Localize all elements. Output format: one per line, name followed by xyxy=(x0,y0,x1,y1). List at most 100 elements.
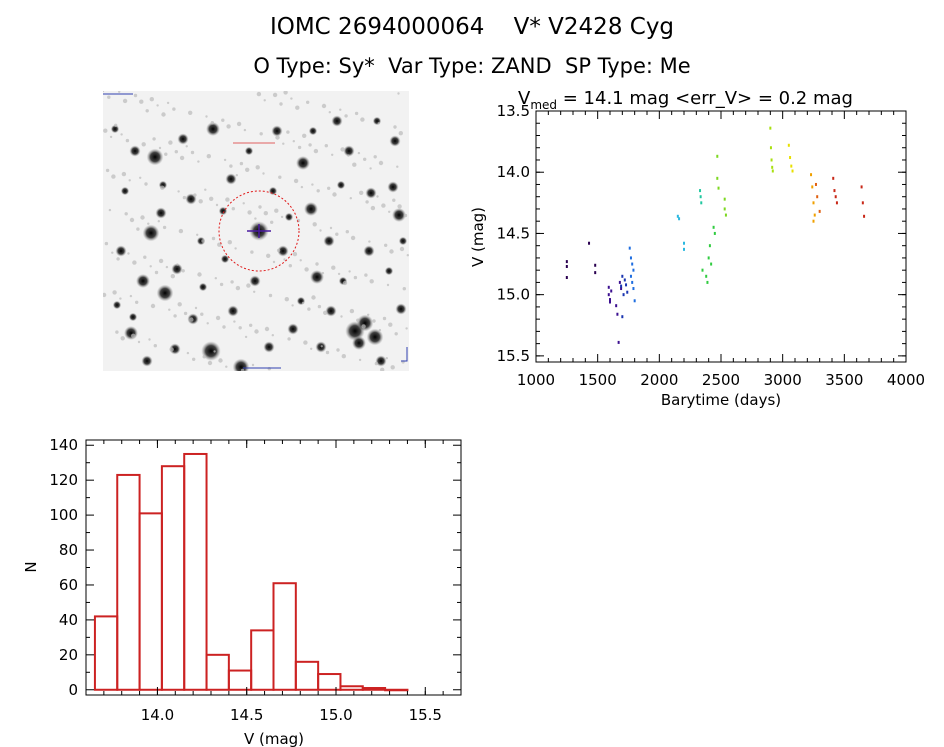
finder-faint-star xyxy=(342,280,348,286)
finder-faint-star xyxy=(189,317,194,322)
finder-star xyxy=(263,341,275,353)
finder-faint-star xyxy=(297,145,302,150)
finder-star xyxy=(398,236,408,246)
finder-faint-star xyxy=(125,138,130,143)
hist-y-tick-label: 40 xyxy=(59,611,78,629)
finder-faint-star xyxy=(374,361,379,366)
lightcurve-point xyxy=(708,244,711,248)
finder-faint-star xyxy=(368,240,371,243)
lightcurve-point xyxy=(632,268,635,272)
finder-star xyxy=(343,145,355,157)
lightcurve-point xyxy=(633,299,636,303)
finder-faint-star xyxy=(178,228,184,234)
finder-faint-star xyxy=(397,204,402,209)
histogram-bar xyxy=(205,653,230,691)
finder-star xyxy=(177,133,189,145)
finder-star xyxy=(156,284,174,302)
finder-faint-star xyxy=(158,258,164,264)
finder-faint-star xyxy=(219,282,224,287)
finder-star xyxy=(284,212,294,222)
lightcurve-point xyxy=(810,173,813,177)
finder-faint-star xyxy=(230,280,234,284)
histogram-bar xyxy=(384,688,409,692)
finder-faint-star xyxy=(111,174,116,179)
finder-faint-star xyxy=(341,354,346,359)
finder-star xyxy=(171,263,183,275)
lightcurve-point xyxy=(609,298,611,302)
finder-faint-star xyxy=(206,154,211,159)
finder-faint-star xyxy=(316,189,320,193)
finder-faint-star xyxy=(211,236,216,241)
finder-faint-star xyxy=(166,101,170,105)
finder-star xyxy=(112,300,122,310)
finder-star xyxy=(310,270,324,284)
finder-faint-star xyxy=(345,230,349,234)
finder-faint-star xyxy=(377,122,380,125)
finder-star xyxy=(366,328,384,346)
finder-faint-star xyxy=(353,275,358,280)
finder-star xyxy=(384,266,394,276)
finder-faint-star xyxy=(139,176,142,179)
finder-faint-star xyxy=(225,365,228,368)
finder-star xyxy=(120,186,130,196)
finder-faint-star xyxy=(329,226,333,230)
lightcurve-point xyxy=(700,201,703,205)
finder-stars xyxy=(103,91,409,371)
finder-faint-star xyxy=(202,355,206,359)
finder-star xyxy=(325,305,337,317)
finder-faint-star xyxy=(139,99,144,104)
lightcurve-point xyxy=(678,217,681,221)
lightcurve-point xyxy=(835,201,838,205)
finder-star xyxy=(198,282,208,292)
hist-y-tick-label: 20 xyxy=(59,646,78,664)
finder-faint-star xyxy=(299,259,302,262)
lightcurve-point xyxy=(622,293,625,297)
histogram-axes: 14.0 14.5 15.0 15.5 0 20 40 60 80 100 120 140 xyxy=(49,436,461,724)
finder-faint-star xyxy=(356,318,360,322)
finder-star xyxy=(336,180,346,190)
lightcurve-point xyxy=(588,241,591,245)
lightcurve-point xyxy=(818,209,821,213)
lightcurve-point xyxy=(717,186,720,190)
finder-faint-star xyxy=(242,202,245,205)
histogram-chart: 14.0 14.5 15.0 15.5 0 20 40 60 80 100 120 140 V (ma… xyxy=(22,436,462,747)
finder-faint-star xyxy=(380,367,385,371)
finder-faint-star xyxy=(369,279,374,284)
finder-faint-star xyxy=(197,272,202,277)
finder-faint-star xyxy=(190,150,195,155)
finder-faint-star xyxy=(235,174,238,177)
finder-faint-star xyxy=(286,130,290,134)
hist-y-tick-label: 80 xyxy=(59,541,78,559)
finder-faint-star xyxy=(227,240,232,245)
finder-faint-star xyxy=(234,247,237,250)
finder-faint-star xyxy=(235,285,241,291)
finder-faint-star xyxy=(405,327,408,330)
lightcurve-point xyxy=(833,189,836,193)
finder-faint-star xyxy=(364,273,368,277)
finder-faint-star xyxy=(246,283,251,288)
histogram-bar xyxy=(339,685,364,691)
finder-faint-star xyxy=(295,105,300,110)
finder-faint-star xyxy=(386,283,390,287)
finder-faint-star xyxy=(255,165,260,170)
lightcurve-point xyxy=(625,283,628,287)
finder-faint-star xyxy=(304,267,309,272)
finder-faint-star xyxy=(259,132,263,136)
finder-faint-star xyxy=(135,300,139,304)
finder-faint-star xyxy=(268,293,273,298)
finder-faint-star xyxy=(152,137,156,141)
finder-star xyxy=(227,305,239,317)
object-type-line: O Type: Sy* Var Type: ZAND SP Type: Me xyxy=(253,54,691,78)
finder-faint-star xyxy=(221,118,225,122)
finder-faint-star xyxy=(176,263,179,266)
finder-faint-star xyxy=(283,258,286,261)
finder-faint-star xyxy=(115,330,119,334)
finder-faint-star xyxy=(323,310,328,315)
finder-faint-star xyxy=(399,246,405,252)
finder-faint-star xyxy=(290,97,293,100)
lightcurve-point xyxy=(713,231,716,235)
finder-star xyxy=(287,323,299,335)
finder-faint-star xyxy=(303,340,308,345)
lightcurve-point xyxy=(616,312,619,316)
